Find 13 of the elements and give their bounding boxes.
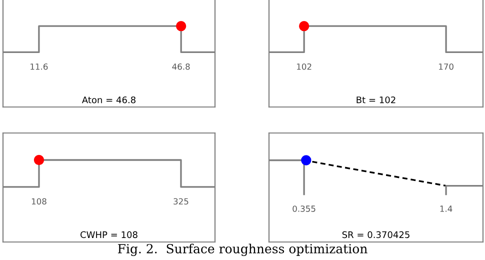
x-axis-title: SR = 0.370425 bbox=[342, 231, 410, 238]
x-axis-title: CWHP = 108 bbox=[80, 231, 138, 238]
x-tick-label: 325 bbox=[174, 198, 188, 205]
x-tick-label: 11.6 bbox=[30, 63, 48, 70]
x-tick-label: 46.8 bbox=[172, 63, 190, 70]
caption: Fig. 2. Surface roughness optimization bbox=[118, 244, 368, 256]
x-tick-label: 170 bbox=[439, 63, 454, 70]
x-tick-label: 1.4 bbox=[440, 206, 452, 212]
x-tick-label: 0.355 bbox=[292, 206, 316, 212]
x-axis-title: Bt = 102 bbox=[356, 96, 396, 104]
x-tick-label: 108 bbox=[32, 198, 46, 205]
x-tick-label: 102 bbox=[297, 63, 312, 70]
x-axis-title: Aton = 46.8 bbox=[82, 96, 136, 104]
